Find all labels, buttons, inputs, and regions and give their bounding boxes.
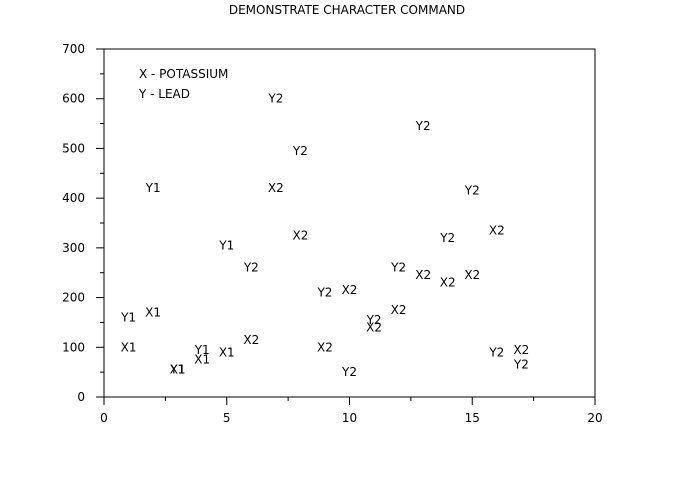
point-y2: Y2 [267, 92, 283, 106]
point-y1: Y1 [169, 363, 185, 377]
point-y2: Y2 [341, 365, 357, 379]
point-x2: X2 [489, 223, 505, 237]
x-tick-label: 10 [342, 411, 357, 425]
point-y2: Y2 [390, 261, 406, 275]
point-y1: Y1 [194, 343, 210, 357]
point-x2: X2 [391, 303, 407, 317]
y-tick-label: 200 [62, 291, 85, 305]
point-y2: Y2 [366, 313, 382, 327]
point-y1: Y1 [120, 310, 136, 324]
legend-entry-potassium: X - POTASSIUM [139, 67, 228, 81]
point-x1: X1 [121, 340, 137, 354]
y-tick-label: 500 [62, 141, 85, 155]
x-tick-label: 0 [100, 411, 108, 425]
point-x2: X2 [342, 283, 358, 297]
y-tick-label: 0 [77, 390, 85, 404]
point-x2: X2 [243, 333, 259, 347]
axis-ticks: 0 100 200 300 400 500 600 700 0 5 10 15 20 [62, 42, 603, 425]
point-y2: Y2 [488, 345, 504, 359]
x-tick-label: 15 [465, 411, 480, 425]
point-x1: X1 [194, 353, 210, 367]
point-y2: Y2 [292, 144, 308, 158]
point-x2: X2 [366, 320, 382, 334]
point-x2: X2 [464, 268, 480, 282]
point-x2: X2 [440, 276, 456, 290]
legend-entry-lead: Y - LEAD [138, 87, 190, 101]
point-x2: X2 [292, 228, 308, 242]
y-tick-label: 100 [62, 340, 85, 354]
y-tick-label: 600 [62, 92, 85, 106]
x-tick-label: 20 [587, 411, 602, 425]
y-tick-label: 400 [62, 191, 85, 205]
chart-title: DEMONSTRATE CHARACTER COMMAND [229, 3, 465, 17]
point-x2: X2 [268, 181, 284, 195]
point-y2: Y2 [243, 261, 259, 275]
point-y1: Y1 [218, 238, 234, 252]
point-x1: X1 [219, 345, 235, 359]
point-x2: X2 [513, 343, 529, 357]
y-tick-label: 700 [62, 42, 85, 56]
point-y2: Y2 [513, 358, 529, 372]
point-y2: Y2 [439, 231, 455, 245]
data-points: X1X1X1X1X1Y1Y1Y1Y1Y1X2X2X2X2X2X2X2X2X2X2… [120, 92, 529, 379]
point-y2: Y2 [316, 286, 332, 300]
point-x1: X1 [145, 305, 161, 319]
point-y2: Y2 [415, 119, 431, 133]
legend: X - POTASSIUM Y - LEAD [138, 67, 228, 101]
x-tick-label: 5 [223, 411, 231, 425]
point-x2: X2 [317, 340, 333, 354]
point-y2: Y2 [464, 184, 480, 198]
y-tick-label: 300 [62, 241, 85, 255]
point-x2: X2 [415, 268, 431, 282]
point-x1: X1 [170, 363, 186, 377]
point-y1: Y1 [145, 181, 161, 195]
